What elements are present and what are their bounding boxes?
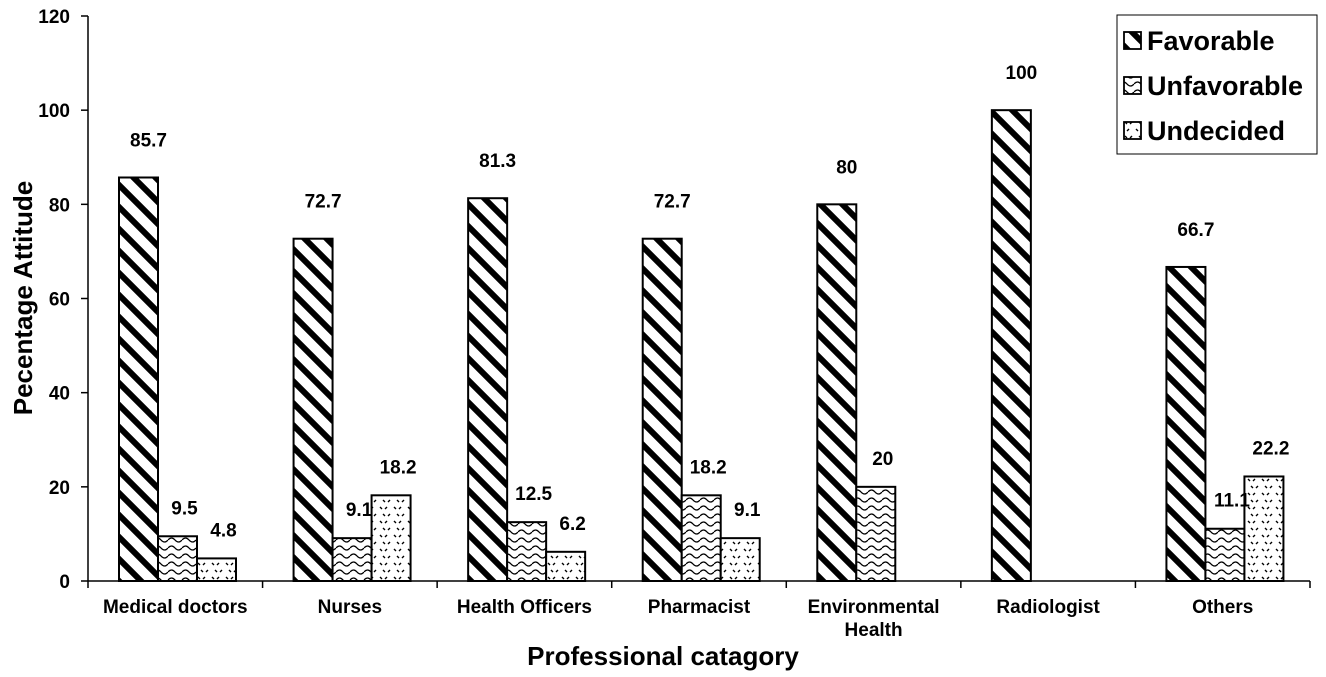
y-axis-title: Pecentage Attitude: [8, 181, 38, 416]
data-label-favorable: 81.3: [479, 151, 516, 172]
bar-unfavorable-environmental-health: [855, 485, 897, 583]
data-label-favorable: 72.7: [654, 192, 691, 213]
data-label-favorable: 66.7: [1177, 220, 1214, 241]
y-tick-label: 0: [59, 572, 70, 593]
data-label-undecided: 22.2: [1252, 438, 1289, 459]
bar-unfavorable-health-officers: [506, 521, 548, 582]
bar-unfavorable-medical-doctors: [157, 535, 198, 582]
y-tick-label: 20: [49, 478, 70, 499]
y-tick-label: 80: [49, 195, 70, 216]
x-tick-label: Radiologist: [996, 597, 1100, 618]
bar-unfavorable-nurses: [331, 537, 373, 583]
bar-favorable-medical-doctors: [118, 176, 159, 583]
bar-undecided-medical-doctors: [196, 557, 237, 583]
axes: 0 20 40 60 80 100 120: [38, 7, 1310, 593]
x-tick-label: Nurses: [318, 597, 382, 618]
x-tick-label: Environmental: [808, 597, 940, 618]
data-label-undecided: 6.2: [559, 514, 585, 535]
data-label-favorable: 100: [1006, 63, 1038, 84]
y-tick-label: 100: [38, 101, 70, 122]
data-label-undecided: 4.8: [210, 520, 236, 541]
bar-favorable-others: [1165, 265, 1207, 582]
bar-favorable-health-officers: [467, 197, 509, 582]
bar-favorable-pharmacist: [641, 237, 683, 582]
data-label-unfavorable: 11.1: [1214, 491, 1250, 512]
data-label-favorable: 85.7: [130, 130, 167, 151]
data-label-undecided: 9.1: [734, 500, 761, 521]
bar-favorable-environmental-health: [816, 203, 858, 582]
legend-label-undecided: Undecided: [1147, 116, 1285, 146]
legend-swatch-unfavorable: [1123, 76, 1142, 95]
bar-undecided-health-officers: [545, 550, 587, 583]
legend-label-favorable: Favorable: [1147, 26, 1275, 56]
bar-favorable-radiologist: [990, 109, 1032, 583]
x-tick-label: Medical doctors: [103, 597, 248, 618]
data-labels: 85.7 9.5 4.8 72.7 9.1 18.2 81.3 12.5 6.2 72.7 18.2…: [130, 63, 1289, 541]
data-label-favorable: 72.7: [305, 192, 342, 213]
x-tick-label: Health Officers: [457, 597, 592, 618]
data-label-unfavorable: 9.5: [171, 498, 198, 519]
x-tick-labels: Medical doctors Nurses Health Officers Phar…: [87, 581, 1311, 641]
x-tick-label: Others: [1192, 597, 1253, 618]
bar-undecided-pharmacist: [719, 537, 761, 583]
data-label-unfavorable: 18.2: [690, 457, 727, 478]
data-label-unfavorable: 9.1: [346, 500, 373, 521]
y-tick-label: 60: [49, 290, 70, 311]
bar-unfavorable-pharmacist: [680, 494, 722, 582]
x-tick-label: Health: [845, 620, 903, 641]
legend-box: [1116, 14, 1318, 155]
bar-favorable-nurses: [292, 237, 334, 582]
legend: Favorable Unfavorable Undecided: [1116, 14, 1318, 155]
x-tick-label: Pharmacist: [648, 597, 751, 618]
bars: [118, 109, 1285, 583]
data-label-undecided: 18.2: [380, 457, 417, 478]
data-label-unfavorable: 20: [872, 449, 893, 470]
bar-undecided-others: [1243, 475, 1285, 583]
y-ticks: 0 20 40 60 80 100 120: [38, 7, 88, 593]
legend-swatch-favorable: [1123, 31, 1142, 50]
bar-undecided-nurses: [370, 494, 412, 582]
y-tick-label: 120: [38, 7, 70, 28]
data-label-unfavorable: 12.5: [515, 484, 552, 505]
bar-unfavorable-others: [1204, 527, 1246, 582]
y-tick-label: 40: [49, 384, 70, 405]
legend-swatch-undecided: [1123, 121, 1142, 140]
x-axis-title: Professional catagory: [527, 641, 799, 671]
data-label-favorable: 80: [836, 157, 857, 178]
legend-label-unfavorable: Unfavorable: [1147, 71, 1303, 101]
